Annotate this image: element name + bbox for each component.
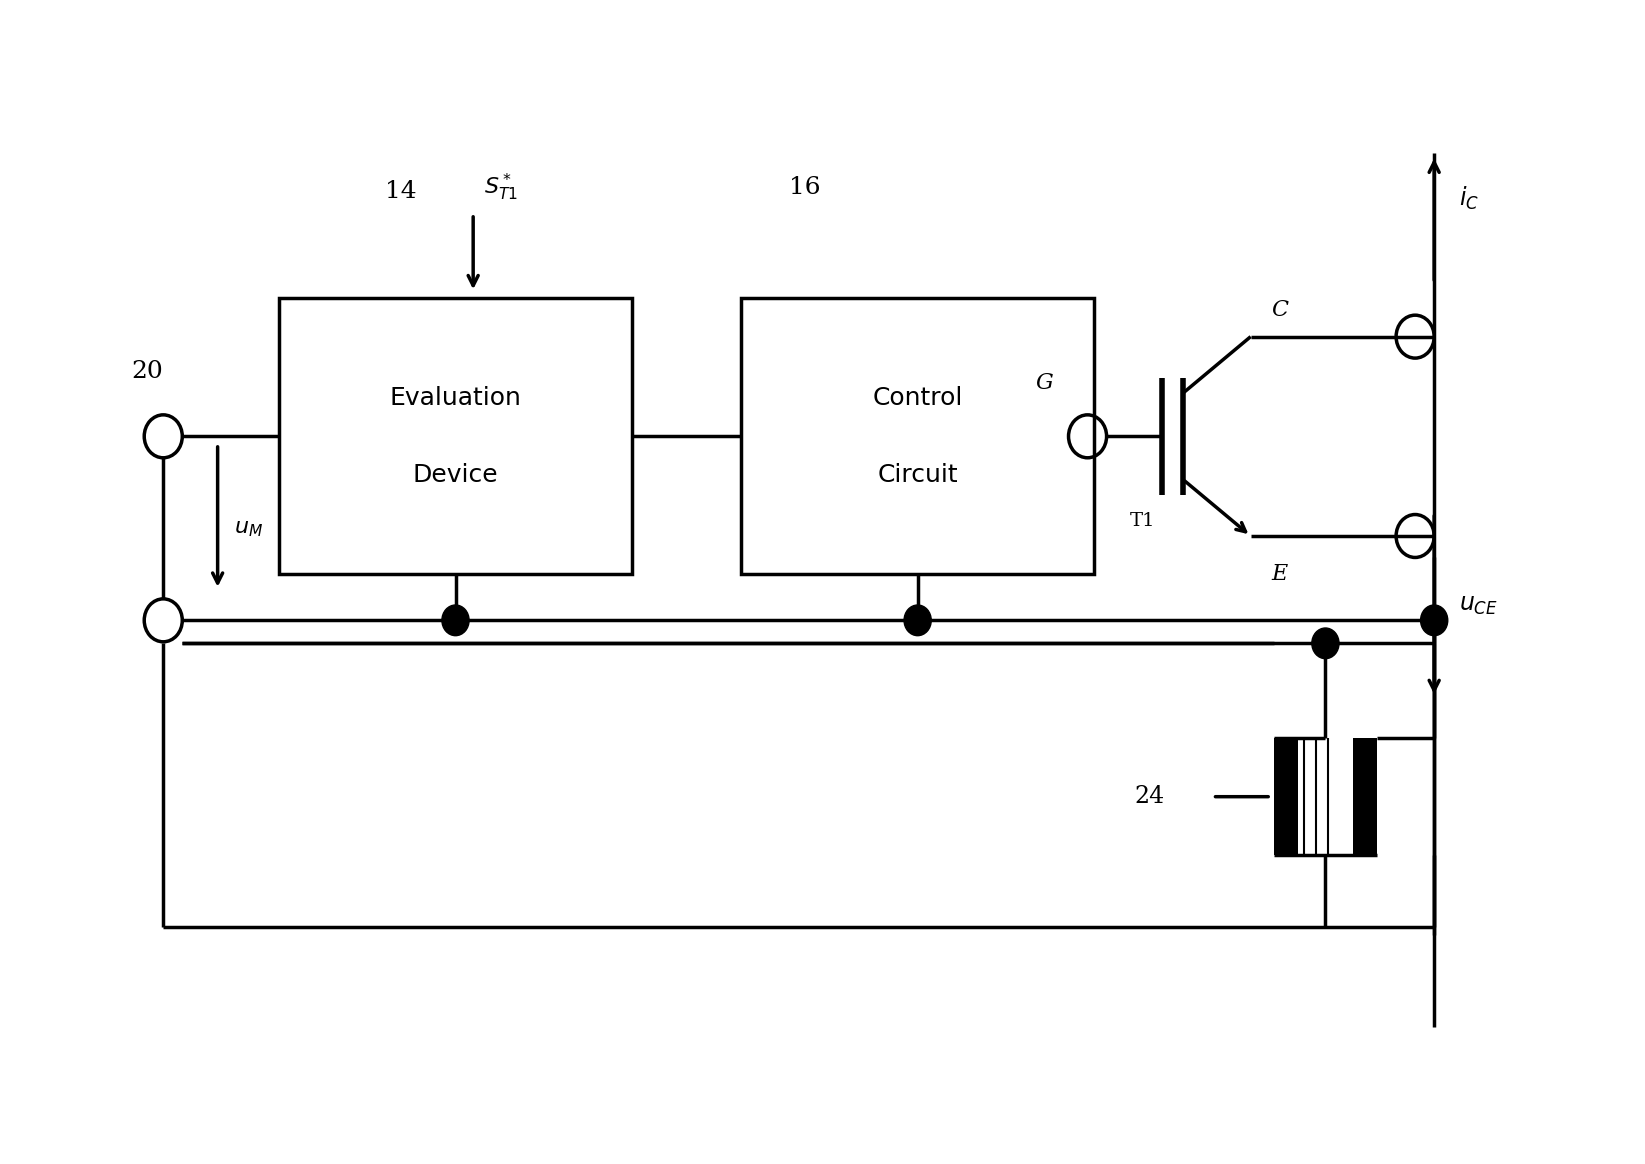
Text: 20: 20: [132, 360, 163, 383]
Text: Device: Device: [413, 462, 498, 487]
Bar: [1273, 738, 1298, 856]
Text: C: C: [1272, 299, 1288, 321]
Text: 16: 16: [788, 176, 821, 199]
Text: $i_C$: $i_C$: [1459, 185, 1479, 212]
Text: $S^*_{T1}$: $S^*_{T1}$: [484, 172, 518, 204]
Text: T1: T1: [1130, 512, 1155, 530]
Text: Circuit: Circuit: [877, 462, 957, 487]
Text: 14: 14: [385, 180, 416, 204]
Bar: [740, 298, 1094, 574]
Text: Control: Control: [872, 386, 962, 410]
Text: G: G: [1036, 371, 1053, 393]
Text: Evaluation: Evaluation: [390, 386, 521, 410]
Bar: [1352, 738, 1377, 856]
Text: $u_M$: $u_M$: [234, 517, 263, 539]
Text: 24: 24: [1135, 786, 1165, 808]
Circle shape: [1421, 605, 1448, 636]
Bar: [278, 298, 632, 574]
Circle shape: [1311, 629, 1339, 659]
Circle shape: [443, 605, 469, 636]
Circle shape: [905, 605, 931, 636]
Text: E: E: [1272, 563, 1288, 585]
Text: $u_{CE}$: $u_{CE}$: [1459, 594, 1497, 617]
